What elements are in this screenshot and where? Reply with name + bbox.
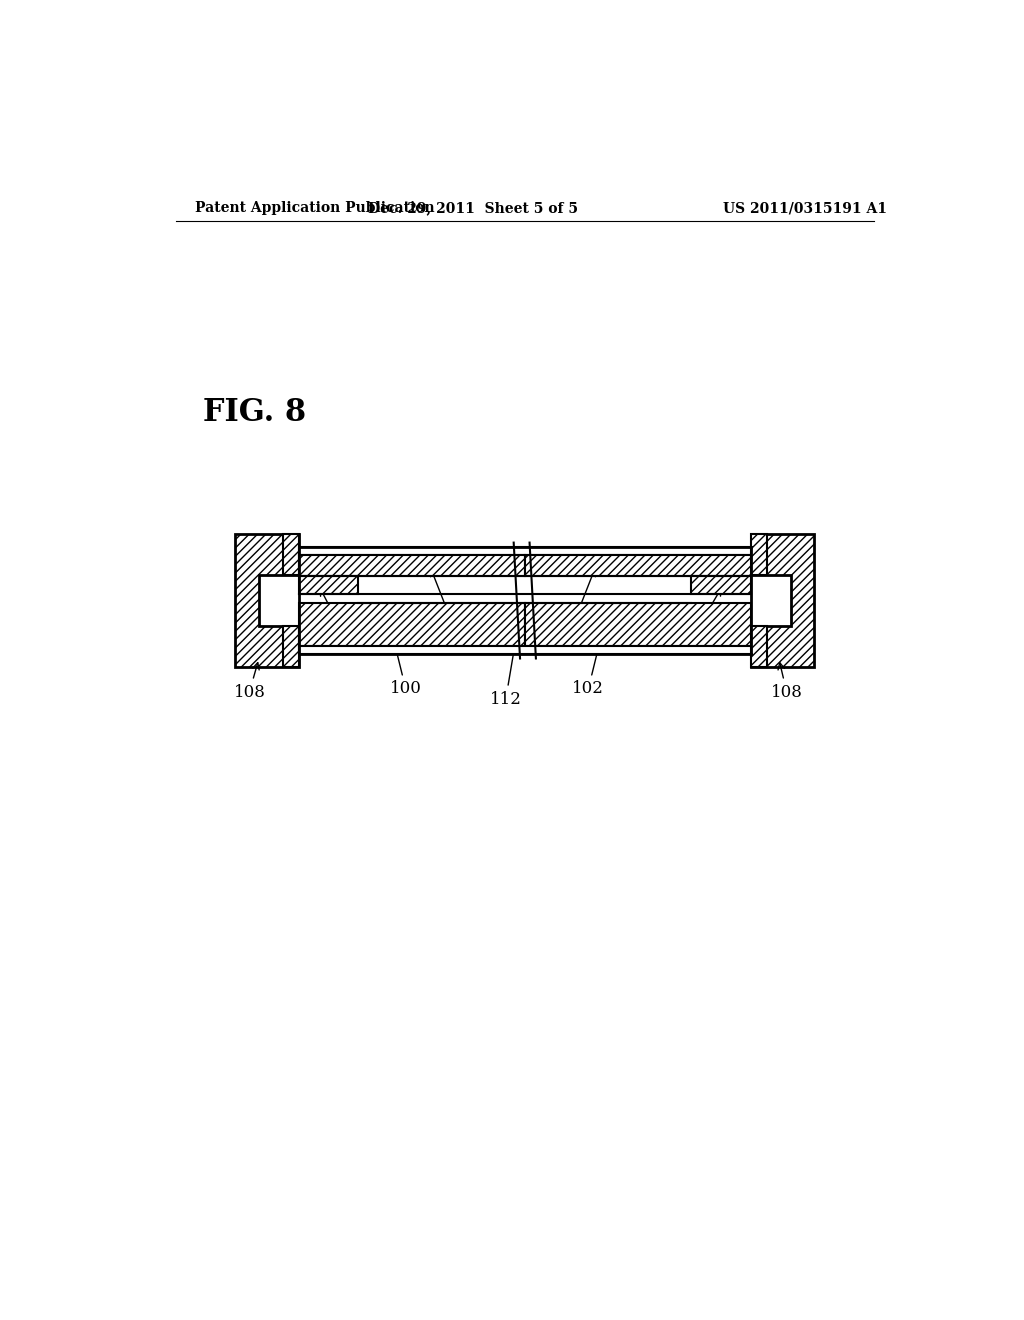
Text: US 2011/0315191 A1: US 2011/0315191 A1 [723,201,887,215]
Bar [299,546,751,554]
Text: Patent Application Publication: Patent Application Publication [196,201,435,215]
Text: 110: 110 [682,589,721,636]
Polygon shape [751,535,814,667]
Text: 102: 102 [572,628,605,697]
Bar [299,576,358,594]
Text: 104: 104 [556,569,595,635]
Text: 108: 108 [771,663,803,701]
Text: 108: 108 [233,663,265,701]
Bar [299,603,525,645]
Text: 110: 110 [321,589,356,636]
Bar [524,603,751,645]
Bar [524,554,751,576]
Bar [299,554,525,576]
Text: 106: 106 [430,569,469,635]
Text: 100: 100 [389,628,422,697]
Bar [283,626,299,667]
Bar [751,535,767,576]
Bar [751,626,767,667]
Bar [691,576,751,594]
Bar [283,535,299,576]
Text: 112: 112 [489,605,524,708]
Text: Dec. 29, 2011  Sheet 5 of 5: Dec. 29, 2011 Sheet 5 of 5 [369,201,579,215]
Polygon shape [236,535,299,667]
Text: FIG. 8: FIG. 8 [204,397,306,428]
Bar [299,645,751,655]
